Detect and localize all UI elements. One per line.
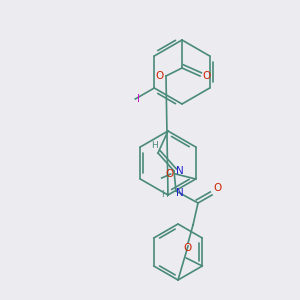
Text: H: H xyxy=(152,141,158,150)
Text: O: O xyxy=(166,169,174,179)
Text: O: O xyxy=(184,243,192,253)
Text: N: N xyxy=(176,166,184,176)
Text: O: O xyxy=(156,71,164,81)
Text: O: O xyxy=(213,183,221,193)
Text: H: H xyxy=(161,190,168,199)
Text: N: N xyxy=(176,188,184,198)
Text: O: O xyxy=(202,71,210,81)
Text: I: I xyxy=(137,94,140,104)
